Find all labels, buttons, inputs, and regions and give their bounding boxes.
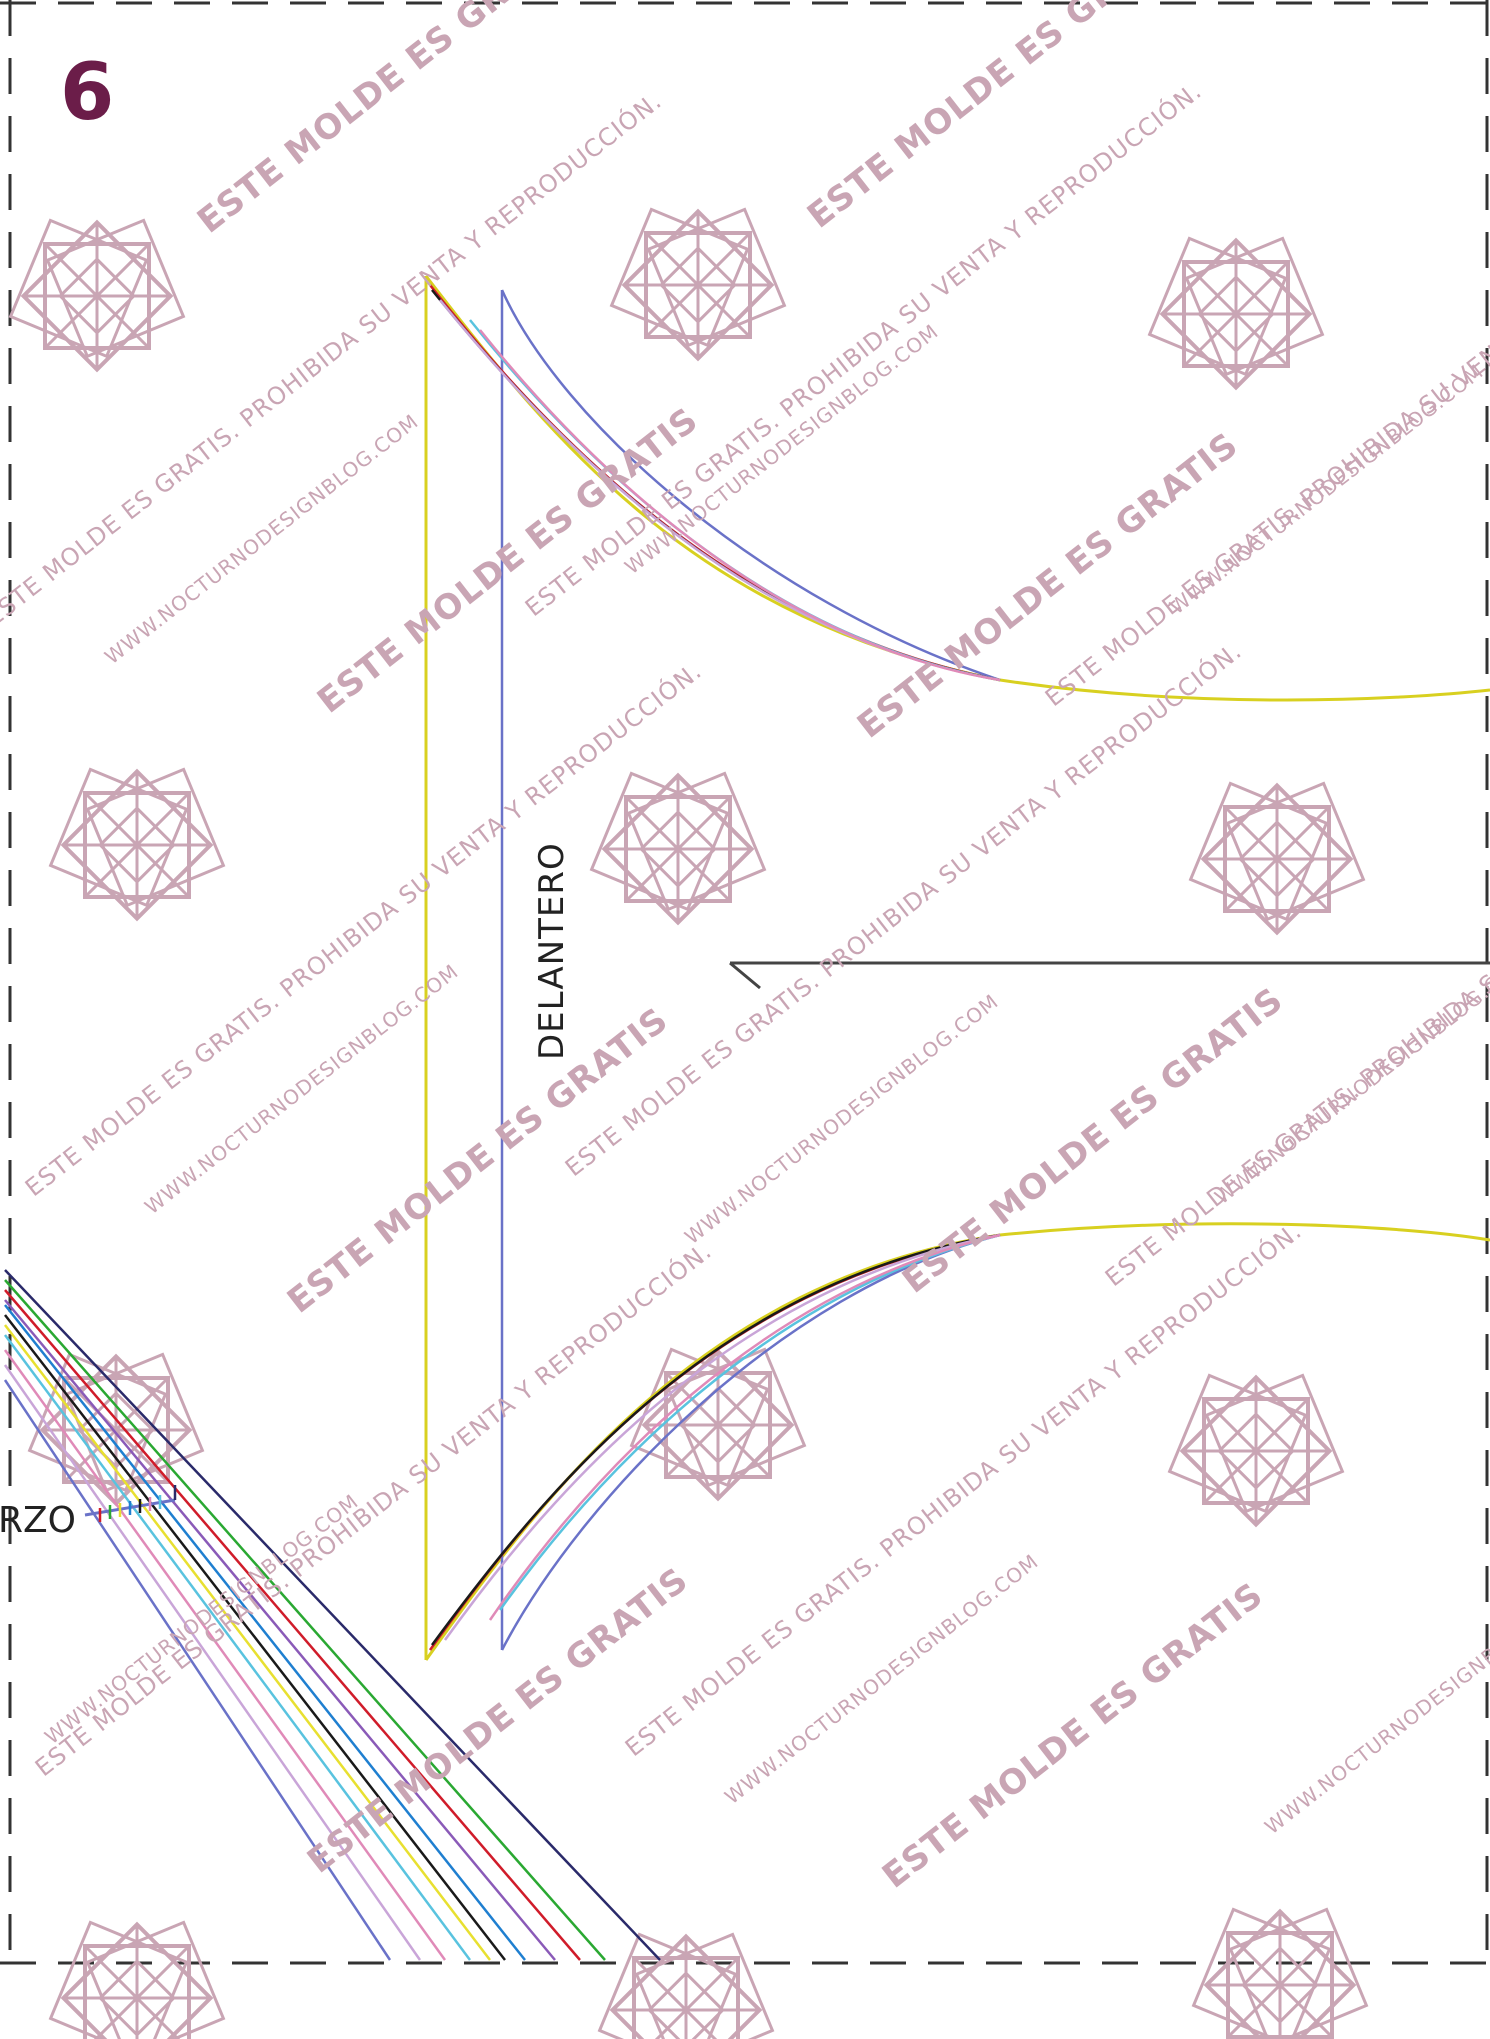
rosette-ornament — [8, 218, 186, 372]
reinforcement-piece — [3, 1269, 661, 1961]
page-number: 6 — [60, 48, 115, 138]
rosette-ornament — [1167, 1373, 1345, 1527]
rosette-ornament — [589, 771, 767, 925]
rosette-ornament — [27, 1352, 205, 1506]
rosette-ornament — [48, 1920, 226, 2039]
rosette-ornament — [48, 767, 226, 921]
front-pattern-piece — [424, 275, 1490, 1661]
rosette-ornament — [597, 1932, 775, 2039]
piece-label-partial: RZO — [0, 1500, 77, 1541]
piece-label-front: DELANTERO — [532, 842, 572, 1060]
rosette-ornament — [609, 207, 787, 361]
rosette-ornament — [1147, 236, 1325, 390]
rosette-ornament — [1188, 781, 1366, 935]
rosette-ornament — [1191, 1907, 1369, 2039]
cut-border — [0, 0, 1490, 1965]
